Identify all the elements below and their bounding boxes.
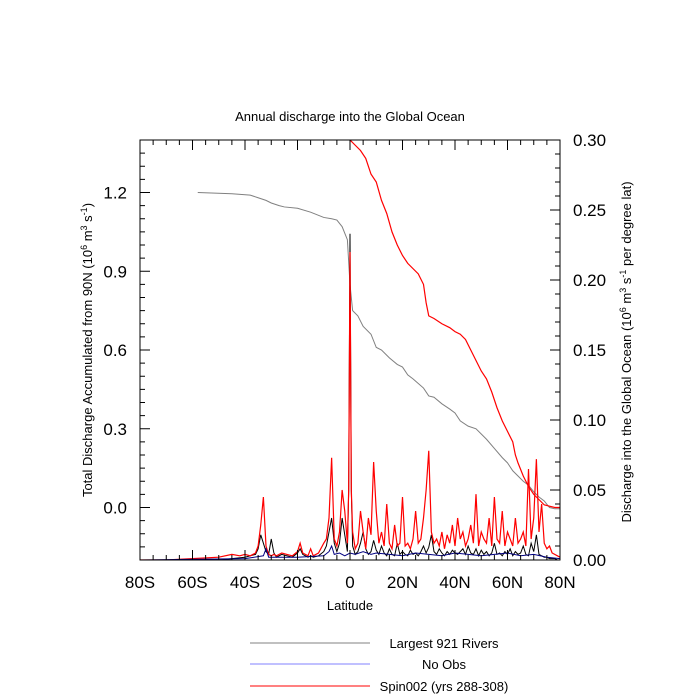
x-axis-title: Latitude <box>327 598 373 613</box>
y-left-tick-label: 0.0 <box>103 499 127 518</box>
legend-item-spin002: Spin002 (yrs 288-308) <box>250 679 508 694</box>
legend-item-largest-rivers: Largest 921 Rivers <box>250 636 499 651</box>
y-right-tick-label: 0.05 <box>573 481 606 500</box>
series-line-largest-921-rivers-accumulated <box>197 192 560 510</box>
y-axis-right: 0.00 0.05 0.10 0.15 0.20 0.25 0.30 <box>550 131 606 570</box>
legend-label-no-obs: No Obs <box>422 657 467 672</box>
legend-label-largest-rivers: Largest 921 Rivers <box>389 636 499 651</box>
y-left-tick-label: 0.6 <box>103 341 127 360</box>
x-tick-label: 80N <box>544 573 575 592</box>
x-tick-label: 0 <box>345 573 354 592</box>
y-axis-left: 0.0 0.3 0.6 0.9 1.2 <box>103 152 150 561</box>
y-left-tick-label: 0.3 <box>103 420 127 439</box>
x-tick-label: 60S <box>177 573 207 592</box>
x-tick-label: 40N <box>439 573 470 592</box>
y-right-tick-label: 0.20 <box>573 271 606 290</box>
y-right-tick-label: 0.10 <box>573 411 606 430</box>
x-tick-label: 20N <box>387 573 418 592</box>
y-left-tick-label: 0.9 <box>103 262 127 281</box>
y-right-tick-label: 0.30 <box>573 131 606 150</box>
x-tick-label: 80S <box>125 573 155 592</box>
x-tick-label: 20S <box>282 573 312 592</box>
series-layer <box>140 140 560 560</box>
y-right-tick-label: 0.00 <box>573 551 606 570</box>
chart-title: Annual discharge into the Global Ocean <box>235 109 465 124</box>
x-tick-label: 60N <box>492 573 523 592</box>
y-axis-right-title: Discharge into the Global Ocean (106 m3 … <box>618 181 634 522</box>
legend-label-spin002: Spin002 (yrs 288-308) <box>380 679 509 694</box>
x-tick-label: 40S <box>230 573 260 592</box>
series-line-spin002-yrs-288-308-accumulated <box>349 140 560 509</box>
legend: Largest 921 Rivers No Obs Spin002 (yrs 2… <box>250 636 508 694</box>
legend-item-no-obs: No Obs <box>250 657 467 672</box>
y-axis-left-title: Total Discharge Accumulated from 90N (10… <box>79 203 95 497</box>
y-right-tick-label: 0.15 <box>573 341 606 360</box>
y-left-tick-label: 1.2 <box>103 184 127 203</box>
x-axis: 80S 60S 40S 20S 0 20N 40N 60N 80N <box>125 140 576 592</box>
y-right-tick-label: 0.25 <box>573 201 606 220</box>
